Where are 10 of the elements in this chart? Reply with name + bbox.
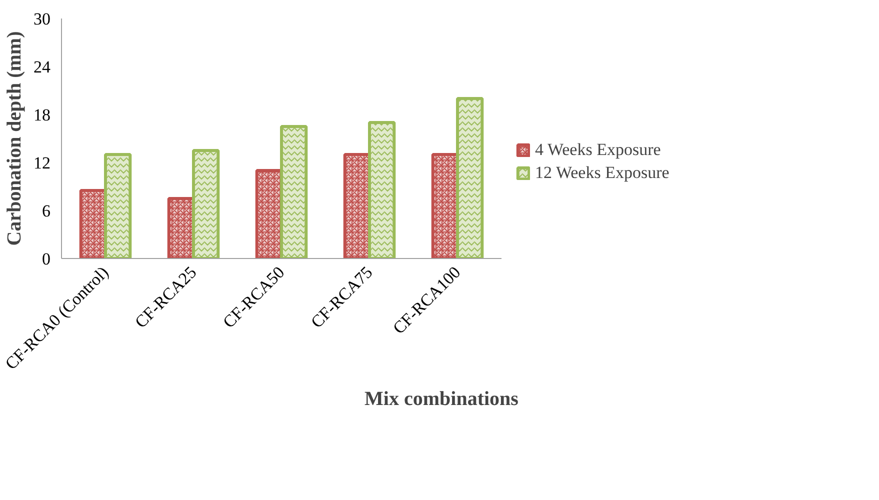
y-tick-label: 18 xyxy=(34,106,50,124)
legend-label: 12 Weeks Exposure xyxy=(535,163,670,183)
y-tick-label: 6 xyxy=(42,202,50,220)
y-tick-label: 0 xyxy=(42,250,50,268)
y-axis-title: Carbonation depth (mm) xyxy=(4,31,26,246)
y-tick-label: 12 xyxy=(34,154,50,172)
legend-label: 4 Weeks Exposure xyxy=(535,140,661,160)
x-axis-title: Mix combinations xyxy=(364,388,519,410)
y-tick-label: 30 xyxy=(34,10,50,28)
y-tick-label: 24 xyxy=(34,58,51,76)
